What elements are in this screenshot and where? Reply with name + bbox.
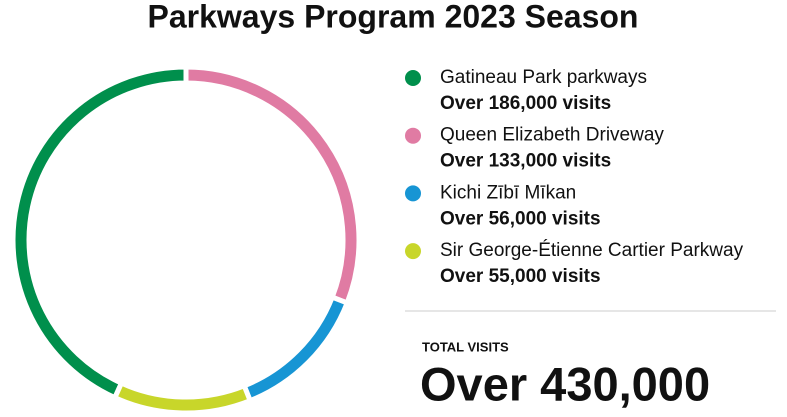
legend-swatch xyxy=(405,127,421,144)
total-value: Over 430,000 xyxy=(420,357,710,410)
legend-swatch xyxy=(405,243,421,260)
value-label: Over 186,000 visits xyxy=(440,93,611,114)
value-label: Over 133,000 visits xyxy=(440,151,611,172)
donut-segment xyxy=(240,293,351,404)
donut-segment xyxy=(183,64,362,307)
legend-swatch xyxy=(405,185,421,202)
legend-label: Queen Elizabeth Driveway xyxy=(440,125,664,146)
donut-segment xyxy=(111,379,254,416)
chart-title: Parkways Program 2023 Season xyxy=(148,0,639,34)
legend-label: Gatineau Park parkways xyxy=(440,67,647,88)
legend-label: Kichi Zībī Mīkan xyxy=(440,182,576,203)
legend-label: Sir George-Étienne Cartier Parkway xyxy=(440,240,744,261)
value-label: Over 56,000 visits xyxy=(440,208,601,229)
donut-segment xyxy=(10,64,189,402)
total-title: TOTAL VISITS xyxy=(422,339,509,354)
legend-swatch xyxy=(405,70,421,86)
value-label: Over 55,000 visits xyxy=(440,266,601,287)
